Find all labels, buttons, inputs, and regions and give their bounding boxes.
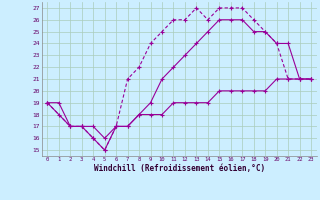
X-axis label: Windchill (Refroidissement éolien,°C): Windchill (Refroidissement éolien,°C) (94, 164, 265, 173)
